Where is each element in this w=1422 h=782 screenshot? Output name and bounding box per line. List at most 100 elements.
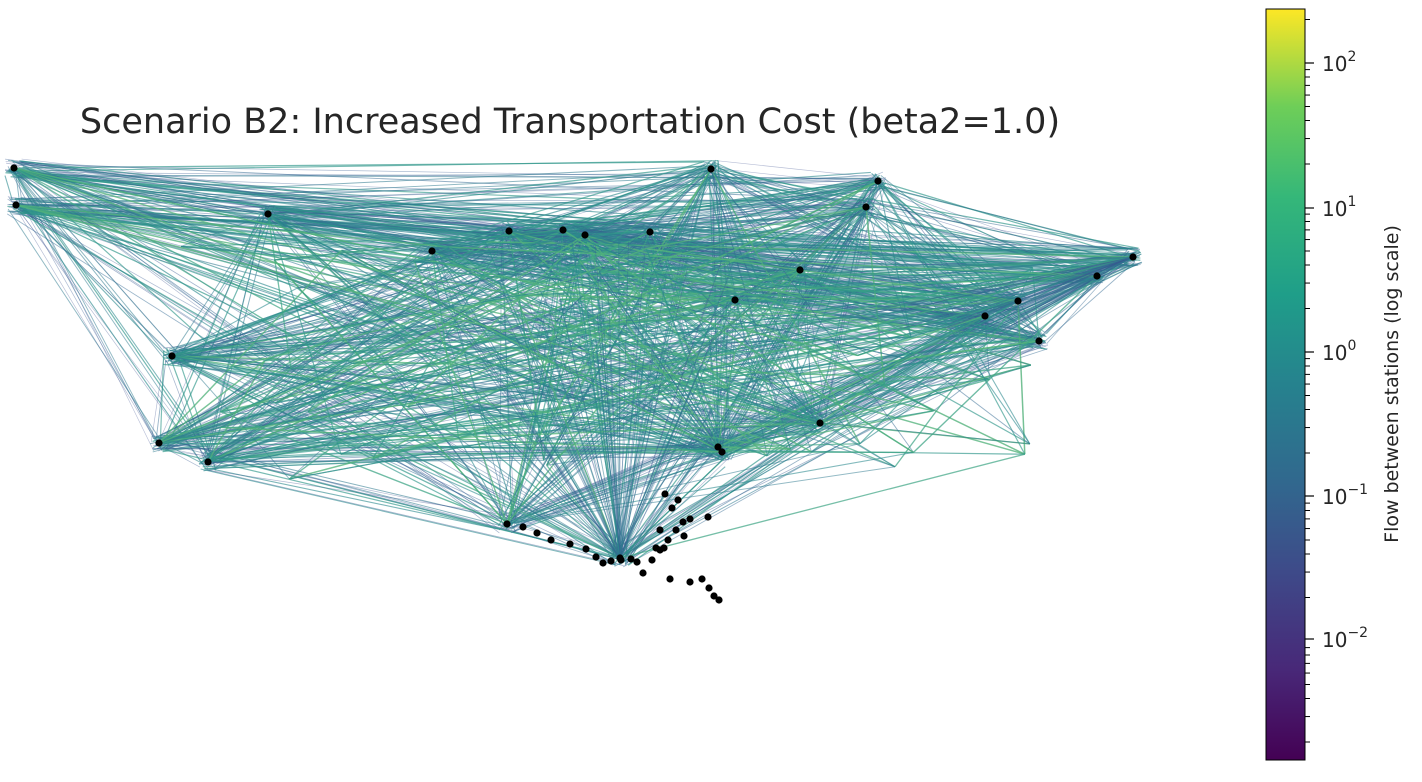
flow-edge	[619, 360, 644, 559]
flow-edge	[485, 229, 564, 243]
flow-edge	[957, 256, 1134, 333]
flow-edge	[924, 256, 1134, 328]
flow-edge	[619, 453, 1025, 559]
flow-edge	[624, 445, 720, 562]
flow-edge	[267, 213, 703, 295]
station-node	[505, 227, 513, 235]
flow-edge	[514, 301, 732, 520]
station-nodes	[10, 164, 1137, 604]
station-node	[519, 523, 527, 531]
flow-edge	[819, 358, 907, 424]
flow-edge	[207, 411, 309, 463]
flow-edge	[15, 204, 450, 248]
flow-edge	[708, 169, 798, 279]
flow-edge	[1035, 256, 1134, 314]
flow-edge	[261, 212, 511, 521]
station-node	[547, 536, 555, 544]
flow-edge	[482, 364, 621, 559]
flow-edge	[619, 267, 688, 559]
station-node	[731, 296, 739, 304]
colorbar-tick-label: 102	[1322, 49, 1356, 76]
flow-edge	[13, 167, 292, 369]
flow-edge	[901, 256, 1134, 311]
flow-edge	[458, 300, 1019, 439]
colorbar-tick-label: 100	[1322, 338, 1356, 365]
flow-edge	[936, 256, 1134, 328]
flow-edge	[947, 256, 1134, 326]
flow-edge	[159, 350, 165, 447]
flow-edge	[162, 446, 201, 468]
flow-edge	[289, 229, 564, 480]
flow-edge	[571, 240, 621, 559]
flow-edge	[163, 273, 799, 349]
station-node	[680, 532, 688, 540]
flow-edge	[796, 374, 821, 424]
station-node	[559, 226, 567, 234]
flow-edge	[515, 293, 821, 424]
flow-edge	[877, 184, 1128, 250]
station-node	[862, 203, 870, 211]
colorbar-tick-label: 101	[1322, 194, 1356, 221]
flow-edge	[17, 174, 645, 228]
flow-edge	[546, 464, 621, 559]
flow-edge	[717, 168, 878, 187]
flow-edge	[407, 300, 1019, 408]
flow-edge	[15, 204, 729, 390]
flow-edge	[594, 244, 621, 559]
flow-edge	[619, 275, 667, 559]
flow-edge	[562, 229, 703, 295]
flow-edge	[811, 340, 1040, 453]
station-node	[566, 540, 574, 548]
flow-edge	[717, 352, 736, 448]
flow-edge	[548, 310, 621, 559]
flow-edge	[819, 364, 1031, 424]
flow-edge	[595, 339, 621, 559]
flow-edge	[625, 272, 798, 558]
flow-edge	[274, 165, 703, 216]
flow-edge	[619, 443, 628, 559]
flow-edge	[803, 247, 1134, 263]
flow-edge	[619, 386, 718, 559]
flow-edge	[158, 247, 647, 444]
flow-edge	[463, 324, 621, 559]
flow-edge	[171, 355, 342, 455]
flow-edge	[158, 426, 221, 444]
flow-edge	[721, 388, 729, 453]
flow-edge	[595, 350, 621, 559]
station-node	[204, 458, 212, 466]
flow-edge	[307, 234, 586, 413]
flow-edge	[274, 204, 874, 213]
flow-edge	[529, 168, 712, 450]
station-node	[707, 165, 715, 173]
flow-edge	[535, 299, 736, 444]
station-node	[1129, 253, 1137, 261]
station-node	[428, 247, 436, 255]
flow-edge	[702, 292, 1019, 302]
flow-edge	[584, 234, 749, 257]
flow-edge	[1031, 267, 1040, 342]
station-node	[10, 164, 18, 172]
flow-edge	[646, 247, 1019, 302]
figure-title: Scenario B2: Increased Transportation Co…	[80, 102, 1060, 142]
station-node	[668, 504, 676, 512]
flow-edge	[806, 261, 1098, 269]
flow-edge	[651, 230, 797, 272]
flow-edge	[617, 438, 724, 555]
flow-edge	[726, 315, 986, 457]
flow-edge	[15, 204, 473, 276]
flow-edge	[506, 321, 557, 525]
flow-edge	[267, 213, 580, 261]
colorbar-label: Flow between stations (log scale)	[1381, 225, 1403, 543]
flow-edge	[520, 425, 621, 559]
flow-edge	[860, 204, 1134, 255]
flow-edge	[717, 357, 906, 448]
flow-edge	[158, 274, 473, 444]
flow-edge	[599, 271, 1098, 277]
flow-edge	[619, 260, 735, 559]
flow-edge	[562, 229, 914, 453]
flow-edge	[7, 208, 163, 443]
colorbar-tick-label: 10−1	[1322, 482, 1368, 509]
flow-edge	[458, 422, 821, 439]
flow-edge	[646, 206, 867, 250]
